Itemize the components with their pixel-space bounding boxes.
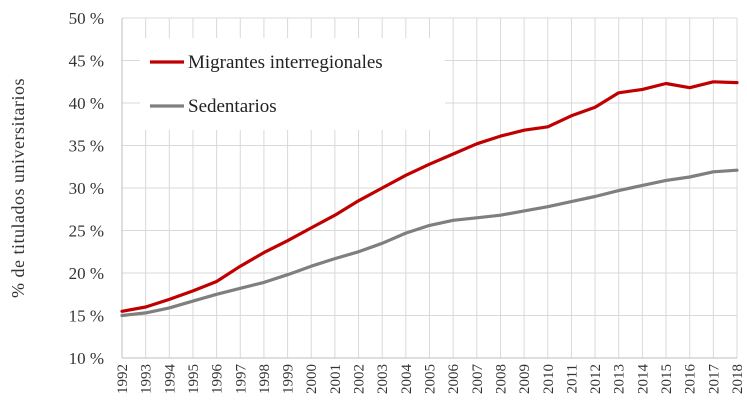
legend-label-sedentarios: Sedentarios xyxy=(188,96,277,117)
y-tick-label: 25 % xyxy=(69,222,104,241)
x-tick-label: 2002 xyxy=(352,364,368,394)
y-tick-label: 20 % xyxy=(69,264,104,283)
y-tick-label: 10 % xyxy=(69,349,104,368)
series-line-migrantes xyxy=(120,80,739,313)
x-tick-label: 1996 xyxy=(210,364,226,395)
x-tick-label: 1995 xyxy=(186,364,202,394)
y-tick-label: 15 % xyxy=(69,307,104,326)
y-tick-label: 45 % xyxy=(69,52,104,71)
y-axis-label: % de titulados universitarios xyxy=(8,78,28,298)
grid xyxy=(121,17,738,359)
y-tick-label: 50 % xyxy=(69,9,104,28)
x-tick-label: 2013 xyxy=(612,364,628,394)
axes xyxy=(121,18,737,359)
x-tick-label: 2018 xyxy=(730,364,746,394)
x-tick-label: 2004 xyxy=(399,364,415,395)
x-tick-label: 1993 xyxy=(139,364,155,394)
x-tick-label: 2005 xyxy=(423,364,439,394)
y-tick-label: 35 % xyxy=(69,137,104,156)
x-tick-label: 2010 xyxy=(541,364,557,394)
series-line-sedentarios xyxy=(120,168,739,318)
x-tick-label: 2009 xyxy=(517,364,533,394)
x-tick-label: 1999 xyxy=(281,364,297,394)
y-tick-label: 30 % xyxy=(69,179,104,198)
x-tick-label: 2016 xyxy=(683,364,699,395)
x-tick-label: 2006 xyxy=(446,364,462,395)
x-tick-label: 1998 xyxy=(257,364,273,394)
x-tick-label: 2011 xyxy=(564,364,580,393)
legend-label-migrantes: Migrantes interregionales xyxy=(188,52,383,73)
x-tick-label: 1992 xyxy=(115,364,131,394)
x-tick-label: 2014 xyxy=(635,364,651,395)
y-tick-labels: 10 % 15 % 20 % 25 % 30 % 35 % 40 % 45 % 50 % xyxy=(69,9,104,368)
series-lines xyxy=(120,80,739,318)
x-tick-label: 2008 xyxy=(493,364,509,394)
x-tick-label: 2007 xyxy=(470,364,486,395)
legend-background xyxy=(140,38,445,130)
x-tick-label: 2015 xyxy=(659,364,675,394)
x-tick-labels: 1992 1993 1994 1995 1996 1997 1998 1999 2000 2001… xyxy=(115,364,746,395)
y-tick-label: 40 % xyxy=(69,94,104,113)
x-tick-label: 2001 xyxy=(328,364,344,394)
x-tick-label: 1997 xyxy=(233,364,249,395)
legend: Migrantes interregionales Sedentarios xyxy=(150,52,383,117)
x-tick-label: 1994 xyxy=(162,364,178,395)
x-tick-label: 2003 xyxy=(375,364,391,394)
x-tick-label: 2000 xyxy=(304,364,320,394)
x-tick-label: 2012 xyxy=(588,364,604,394)
x-tick-label: 2017 xyxy=(706,364,722,395)
